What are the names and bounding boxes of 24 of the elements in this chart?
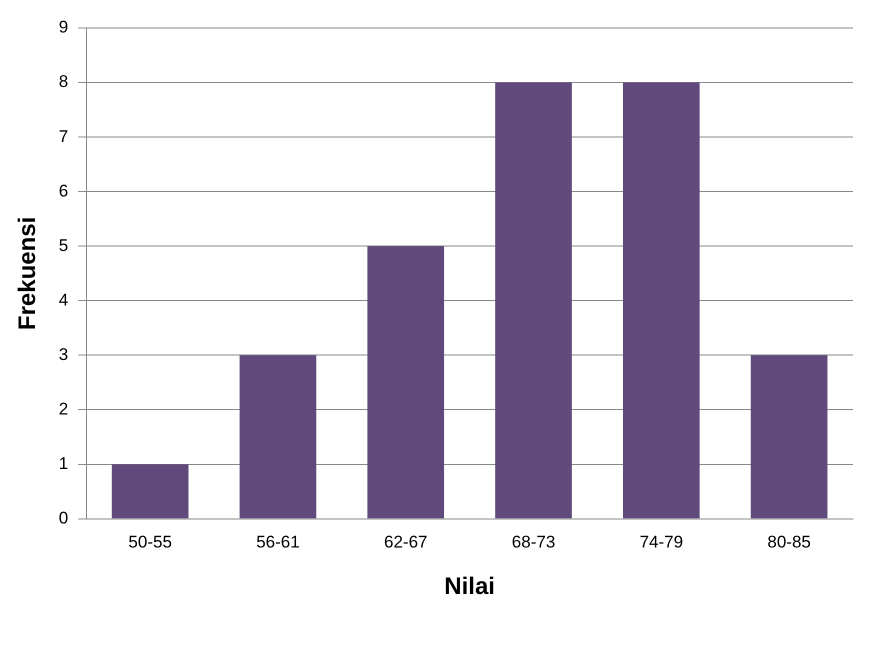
y-tick-label: 4 — [58, 290, 68, 310]
y-tick-label: 5 — [58, 236, 68, 255]
bar — [622, 82, 700, 518]
x-tick-label: 50-55 — [128, 532, 172, 552]
y-tick-label: 7 — [58, 126, 68, 146]
y-tick-label: 8 — [58, 72, 68, 92]
y-tick-label: 3 — [58, 344, 68, 364]
y-tick-label: 9 — [58, 18, 68, 37]
x-tick-label: 56-61 — [256, 532, 300, 552]
x-axis-title: Nilai — [444, 573, 495, 600]
bar — [112, 464, 188, 518]
x-tick-label: 68-73 — [512, 532, 556, 552]
bar — [495, 82, 572, 518]
x-tick-label: 62-67 — [384, 532, 428, 552]
y-tick-label: 2 — [58, 399, 68, 418]
bar — [750, 355, 828, 518]
x-tick-label: 80-85 — [767, 532, 811, 552]
y-tick-label: 6 — [58, 181, 68, 200]
y-tick-label: 0 — [58, 508, 68, 528]
y-tick-label: 1 — [58, 454, 68, 473]
bar — [367, 246, 444, 518]
bar — [240, 355, 316, 518]
y-axis-title: Frekuensi — [14, 216, 42, 330]
x-tick-label: 74-79 — [640, 532, 684, 552]
